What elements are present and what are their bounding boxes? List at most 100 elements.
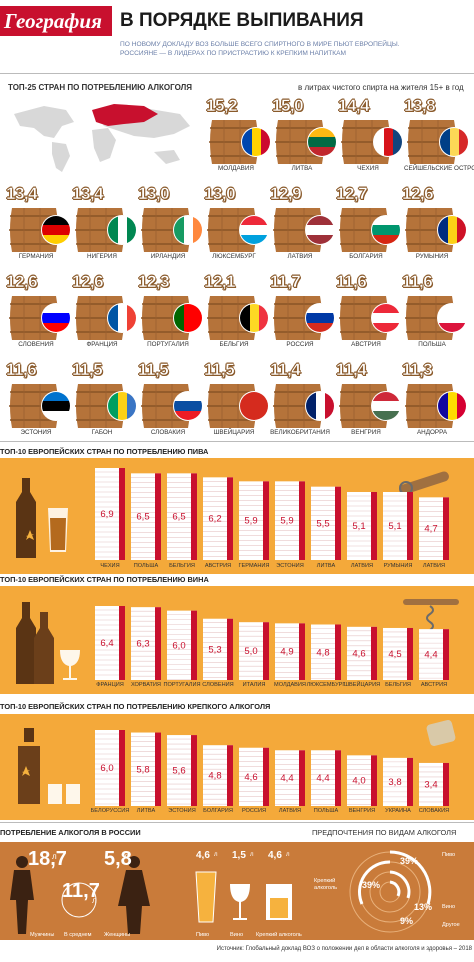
barrel-value: 12,6 (6, 272, 38, 292)
bar-6: 4,4 (275, 750, 305, 806)
bar-category: БЕЛЬГИЯ (169, 563, 195, 569)
barrel-icon (407, 120, 469, 164)
beer-title: ТОП-10 ЕВРОПЕЙСКИХ СТРАН ПО ПОТРЕБЛЕНИЮ … (0, 447, 209, 456)
average-label: В среднем (64, 932, 92, 938)
bar-value: 4,4 (280, 773, 293, 784)
bar-category: ЭСТОНИЯ (276, 563, 304, 569)
bar-10: 4,7 (419, 497, 449, 560)
average-value: 11,7 (62, 880, 100, 902)
bar-value: 6,9 (100, 509, 113, 520)
bar-1: 6,9 (95, 468, 125, 560)
divider (0, 441, 474, 442)
barrel-value: 13,8 (404, 96, 436, 116)
preferences-title: ПРЕДПОЧТЕНИЯ ПО ВИДАМ АЛКОГОЛЯ (312, 828, 457, 837)
barrel-icon (75, 208, 137, 252)
bar-3: 6,0 (167, 610, 197, 680)
bar-value: 6,0 (172, 640, 185, 651)
bar-7: 5,5 (311, 486, 341, 560)
bar-2: 6,5 (131, 473, 161, 560)
barrel-value: 14,4 (338, 96, 370, 116)
spirits-bars: 6,0 5,8 5,6 4,8 4,6 4,4 4,4 4,0 3,8 3,4 (95, 730, 449, 806)
barrel-value: 11,3 (402, 360, 433, 380)
men-label: Мужчины (30, 932, 55, 938)
legend-strong: Крепкий алкоголь (314, 878, 338, 891)
beer-pct: 39% (400, 856, 419, 866)
barrel-value: 12,3 (138, 272, 170, 292)
bar-category: БОЛГАРИЯ (203, 808, 233, 814)
bar-value: 4,0 (352, 776, 365, 787)
bar-category: ВЕНГРИЯ (348, 808, 376, 814)
bar-value: 3,8 (388, 777, 401, 788)
drinks-icons (195, 871, 292, 923)
beer-value: 4,6 (196, 850, 210, 861)
bar-value: 4,6 (244, 772, 257, 783)
legend-beer: Пиво (442, 852, 456, 858)
barrel-country: ЭСТОНИЯ (20, 429, 52, 436)
wine-bars: 6,4 6,3 6,0 5,3 5,0 4,9 4,8 4,6 4,5 4,4 (95, 606, 449, 680)
divider (0, 822, 474, 823)
bar-category: АВСТРИЯ (420, 682, 448, 688)
barrel-icon (9, 208, 71, 252)
average-ring (61, 882, 97, 918)
bar-9: 3,8 (383, 757, 413, 806)
barrel-value: 15,0 (272, 96, 304, 116)
barrel-14: 12,3 ПОРТУГАЛИЯ (138, 272, 204, 364)
barrel-value: 13,4 (72, 184, 104, 204)
corkscrew-icon (403, 599, 459, 631)
barrel-20: 11,5 ГАБОН (72, 360, 138, 452)
barrel-value: 11,4 (270, 360, 301, 380)
bar-value: 5,1 (352, 521, 365, 532)
men-value: 18,7 (28, 848, 67, 870)
barrel-5: 13,4 ГЕРМАНИЯ (6, 184, 72, 276)
barrel-value: 11,6 (6, 360, 37, 380)
barrel-1: 15,2 МОЛДАВИЯ (206, 96, 272, 188)
wine-value: 1,5 (232, 850, 246, 861)
bar-value: 4,8 (208, 771, 221, 782)
barrel-value: 15,2 (206, 96, 238, 116)
strong-pct: 39% (362, 880, 381, 890)
barrel-country: ФРАНЦИЯ (86, 341, 118, 348)
wine-unit: л (250, 852, 254, 858)
bar-category: СЛОВАКИЯ (418, 808, 450, 814)
bar-category: АВСТРИЯ (204, 563, 232, 569)
bar-category: ЭСТОНИЯ (168, 808, 196, 814)
barrel-value: 13,0 (138, 184, 170, 204)
barrel-country: РУМЫНИЯ (415, 253, 449, 260)
barrel-icon (75, 384, 137, 428)
bar-category: БЕЛЬГИЯ (385, 682, 411, 688)
bar-value: 6,5 (172, 512, 185, 523)
russia-title: ПОТРЕБЛЕНИЕ АЛКОГОЛЯ В РОССИИ (0, 828, 141, 837)
barrel-value: 11,7 (270, 272, 301, 292)
barrel-value: 11,6 (402, 272, 433, 292)
barrel-country: НИГЕРИЯ (87, 253, 117, 260)
bar-2: 5,8 (131, 732, 161, 806)
bar-value: 5,5 (316, 518, 329, 529)
bar-value: 5,8 (136, 764, 149, 775)
barrel-icon (9, 296, 71, 340)
bar-category: ЛЮКСЕМБУРГ (306, 682, 346, 688)
bar-7: 4,8 (311, 624, 341, 680)
barrel-7: 13,0 ИРЛАНДИЯ (138, 184, 204, 276)
barrel-24: 11,4 ВЕНГРИЯ (336, 360, 402, 452)
bar-9: 5,1 (383, 492, 413, 560)
beer-bars: 6,9 6,5 6,5 6,2 5,9 5,9 5,5 5,1 5,1 4,7 (95, 468, 449, 560)
bar-6: 5,9 (275, 481, 305, 560)
barrel-6: 13,4 НИГЕРИЯ (72, 184, 138, 276)
barrel-icon (275, 120, 337, 164)
strong-unit: л (286, 852, 290, 858)
barrel-icon (207, 208, 269, 252)
barrel-value: 13,0 (204, 184, 236, 204)
barrel-icon (141, 384, 203, 428)
barrel-13: 12,6 ФРАНЦИЯ (72, 272, 138, 364)
page-subtitle: ПО НОВОМУ ДОКЛАДУ ВОЗ БОЛЬШЕ ВСЕГО СПИРТ… (120, 40, 420, 58)
bar-4: 5,3 (203, 618, 233, 680)
bar-3: 6,5 (167, 473, 197, 560)
bar-category: УКРАИНА (385, 808, 411, 814)
bar-category: ЛАТВИЯ (350, 563, 374, 569)
bar-6: 4,9 (275, 623, 305, 680)
barrel-icon (405, 384, 467, 428)
bar-category: ЛАТВИЯ (278, 808, 302, 814)
barrel-value: 11,5 (138, 360, 169, 380)
bar-value: 5,6 (172, 766, 185, 777)
barrel-icon (273, 384, 335, 428)
